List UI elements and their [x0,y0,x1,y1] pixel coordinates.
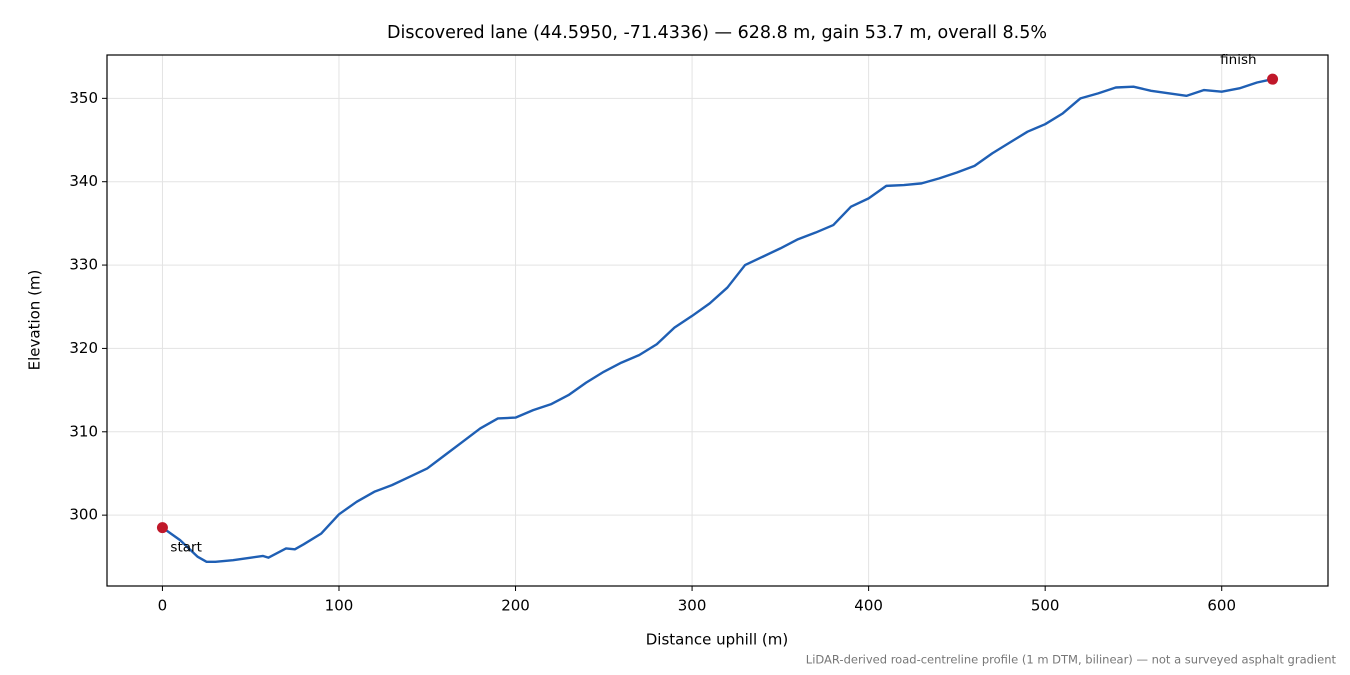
chart-title: Discovered lane (44.5950, -71.4336) — 62… [387,23,1047,43]
y-axis-label: Elevation (m) [26,270,44,371]
start-marker [156,522,168,534]
x-tick-label: 0 [158,597,168,615]
y-tick-label: 350 [69,89,98,107]
x-tick-label: 400 [854,597,883,615]
x-axis-label: Distance uphill (m) [646,631,788,649]
start-label: start [170,540,201,556]
plot-frame [106,54,1329,587]
y-tick-label: 320 [69,339,98,357]
finish-label: finish [1220,52,1256,68]
x-tick-label: 500 [1031,597,1060,615]
y-tick-label: 340 [69,172,98,190]
x-tick-label: 300 [678,597,707,615]
y-tick-label: 310 [69,422,98,440]
footnote: LiDAR-derived road-centreline profile (1… [806,653,1337,667]
finish-marker [1267,73,1279,85]
y-tick-label: 300 [69,506,98,524]
elevation-line [161,77,1273,564]
y-tick-label: 330 [69,256,98,274]
x-tick-label: 200 [501,597,530,615]
x-tick-label: 100 [325,597,354,615]
x-tick-label: 600 [1207,597,1236,615]
